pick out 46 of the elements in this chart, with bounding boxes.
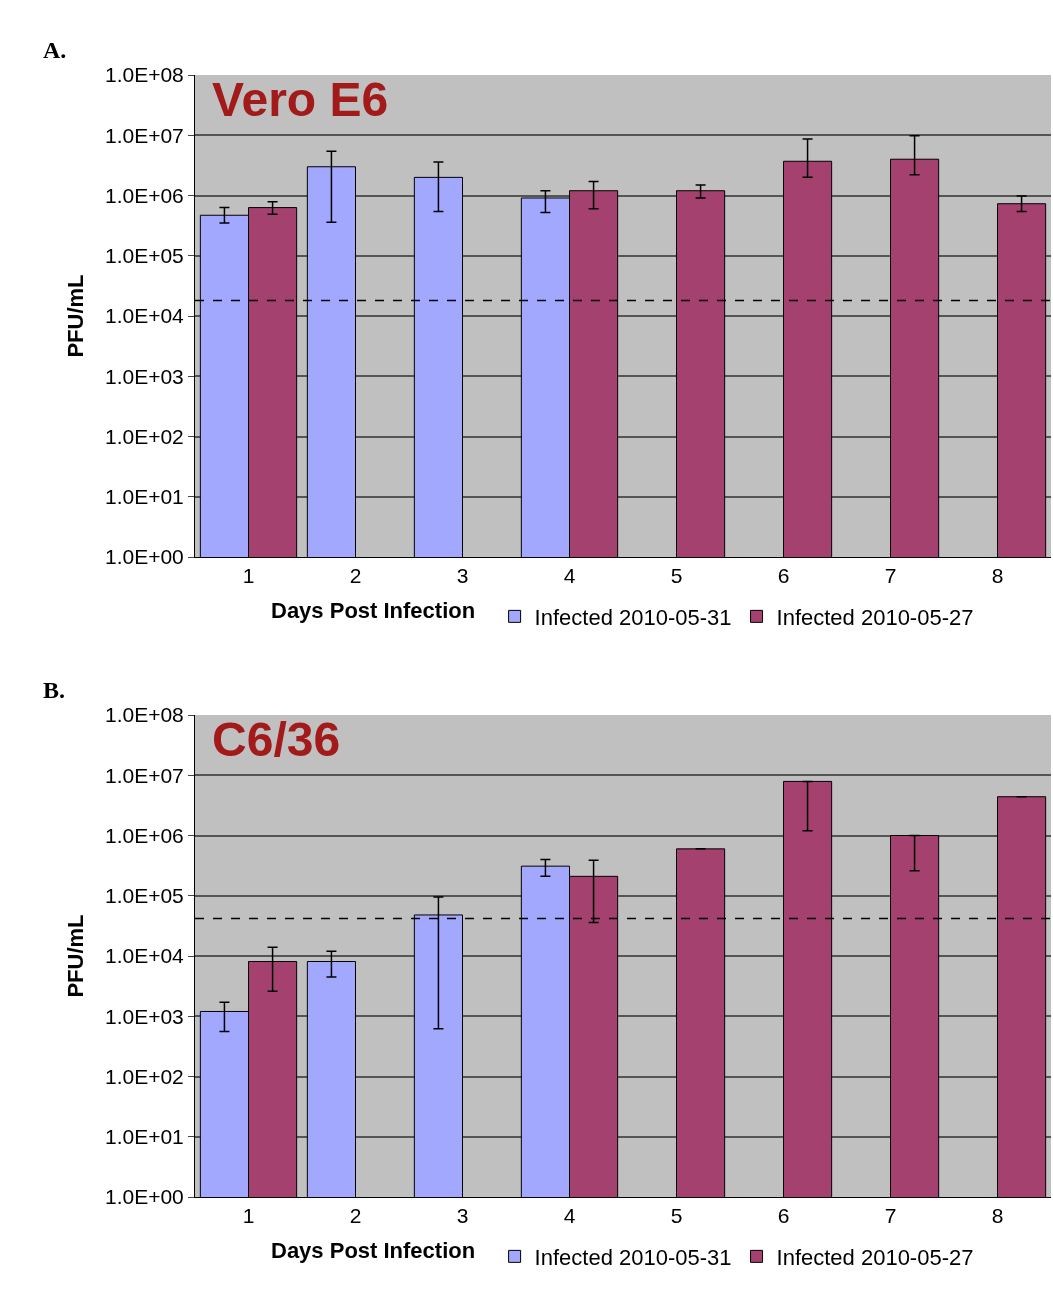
x-tick-label: 1 [242, 564, 255, 588]
y-tick-label: 1.0E+02 [104, 1064, 184, 1088]
legend-label: Infected 2010-05-31 [534, 604, 732, 630]
y-tick-label: 1.0E+04 [104, 944, 185, 968]
legend-label: Infected 2010-05-31 [534, 1244, 732, 1270]
y-tick-label: 1.0E+05 [104, 244, 184, 268]
y-tick-label: 1.0E+06 [104, 183, 184, 207]
y-tick-label: 1.0E+00 [104, 545, 184, 569]
x-tick-label: 3 [456, 1204, 469, 1228]
y-axis-title: PFU/mL [62, 914, 88, 998]
x-tick-label: 4 [563, 564, 576, 588]
text: A. [43, 37, 67, 63]
y-tick-label: 1.0E+08 [104, 703, 184, 727]
y-tick-label: 1.0E+01 [104, 485, 184, 509]
text: B. [43, 677, 66, 703]
chart-title: Vero E6 [212, 72, 389, 126]
x-tick-label: 5 [670, 564, 683, 588]
x-tick-label: 6 [777, 1204, 790, 1228]
x-tick-label: 7 [884, 564, 897, 588]
x-tick-label: 4 [563, 1204, 576, 1228]
x-tick-label: 8 [991, 1204, 1004, 1228]
x-tick-label: 5 [670, 1204, 683, 1228]
y-tick-label: 1.0E+03 [104, 1004, 184, 1028]
y-tick-label: 1.0E+07 [104, 763, 184, 787]
x-tick-label: 2 [349, 564, 362, 588]
y-tick-label: 1.0E+01 [104, 1125, 184, 1149]
y-tick-label: 1.0E+00 [104, 1185, 184, 1209]
y-tick-label: 1.0E+06 [104, 823, 184, 847]
x-tick-label: 2 [349, 1204, 362, 1228]
x-axis-title: Days Post Infection [271, 598, 476, 623]
chart-title: C6/36 [212, 712, 341, 766]
x-axis-title: Days Post Infection [271, 1238, 476, 1263]
y-tick-label: 1.0E+02 [104, 424, 184, 448]
legend-label: Infected 2010-05-27 [776, 604, 974, 630]
y-tick-label: 1.0E+05 [104, 884, 184, 908]
x-tick-label: 7 [884, 1204, 897, 1228]
y-axis-title: PFU/mL [62, 274, 88, 358]
x-tick-label: 3 [456, 564, 469, 588]
legend-label: Infected 2010-05-27 [776, 1244, 974, 1270]
y-tick-label: 1.0E+08 [104, 63, 184, 87]
x-tick-label: 1 [242, 1204, 255, 1228]
y-tick-label: 1.0E+04 [104, 304, 185, 328]
x-tick-label: 6 [777, 564, 790, 588]
y-tick-label: 1.0E+07 [104, 123, 184, 147]
y-tick-label: 1.0E+03 [104, 364, 184, 388]
x-tick-label: 8 [991, 564, 1004, 588]
